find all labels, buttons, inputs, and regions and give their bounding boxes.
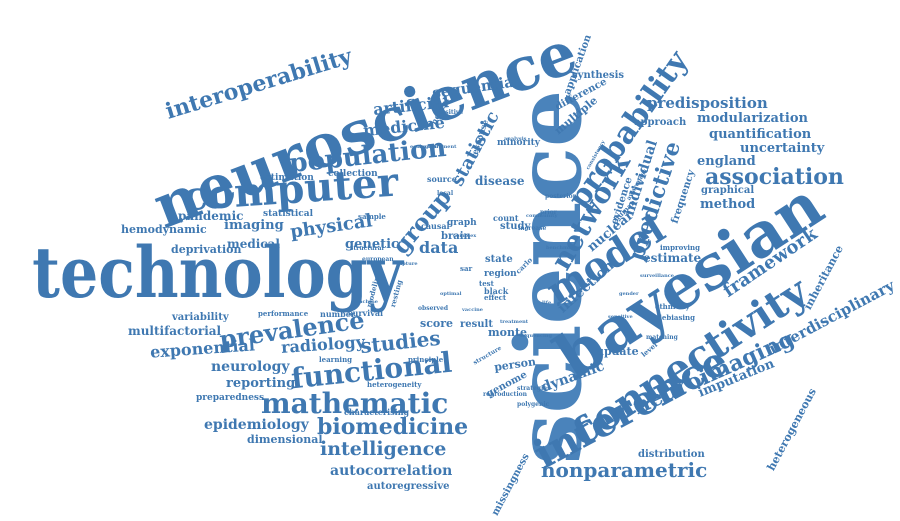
- word: benchmark: [546, 245, 578, 251]
- word: pandemic: [178, 209, 244, 223]
- word: epidemiology: [204, 417, 309, 433]
- word: sar: [460, 264, 473, 273]
- word: principle: [408, 355, 444, 364]
- word: matching: [646, 334, 678, 341]
- word: number: [320, 309, 355, 319]
- word: source: [427, 174, 457, 184]
- word: measurement: [418, 144, 457, 150]
- word: deprivation: [171, 243, 242, 256]
- word: synthesis: [572, 70, 625, 81]
- word: score: [420, 317, 454, 330]
- word: result: [460, 319, 493, 330]
- word: preparedness: [196, 393, 265, 403]
- word: local: [437, 190, 454, 197]
- word: autoregressive: [367, 481, 450, 492]
- word: reproduction: [483, 391, 527, 398]
- word: study: [500, 221, 531, 232]
- word: prior: [540, 209, 557, 216]
- word: surveillance: [640, 273, 674, 279]
- word: life: [542, 300, 552, 306]
- word: effect: [484, 293, 507, 302]
- word: sensitive: [608, 314, 633, 320]
- word: learning: [319, 355, 353, 364]
- word: data: [419, 238, 459, 257]
- word: imaging: [224, 218, 284, 233]
- word: performance: [258, 309, 309, 318]
- word: association: [705, 164, 844, 190]
- word: predisposition: [647, 94, 768, 112]
- word: modularization: [697, 111, 808, 126]
- word: uncertainty: [740, 141, 825, 156]
- word: machine: [354, 299, 378, 305]
- word: observed: [418, 305, 449, 312]
- word: treatment: [500, 319, 529, 325]
- word: ethnicity: [655, 302, 690, 311]
- word: brain: [441, 231, 471, 242]
- word: inheritance: [801, 243, 846, 312]
- word: quantification: [709, 127, 812, 142]
- word: test: [479, 279, 494, 288]
- word: mathematic: [261, 387, 449, 420]
- word: collection: [328, 169, 378, 179]
- word: strategies: [517, 385, 551, 392]
- word: increase: [518, 225, 547, 232]
- word: improving: [660, 243, 701, 252]
- word: black: [484, 286, 509, 296]
- word: survival: [348, 308, 384, 318]
- word: region: [484, 269, 517, 279]
- word: european: [362, 256, 394, 263]
- word: method: [700, 197, 756, 212]
- word: radiology: [280, 332, 366, 357]
- word: update: [596, 345, 639, 358]
- word: count: [493, 213, 519, 223]
- word: exponential: [149, 335, 256, 362]
- word: polygenic: [517, 401, 550, 408]
- word: state: [485, 254, 513, 265]
- word: distribution: [638, 449, 705, 460]
- word: nonparametric: [541, 458, 708, 482]
- word: graph: [447, 218, 477, 228]
- word: community: [526, 213, 558, 219]
- word: reporting: [226, 376, 296, 391]
- word: estimate: [643, 251, 702, 265]
- word: complex: [453, 233, 477, 239]
- word: england: [697, 154, 756, 169]
- word: optimal: [440, 291, 462, 297]
- word: genetic: [345, 237, 399, 252]
- word: autocorrelation: [330, 463, 453, 479]
- word: sequencing: [520, 333, 553, 339]
- word: ecological: [410, 144, 439, 150]
- word: neurology: [211, 359, 290, 375]
- word: heterogeneous: [764, 386, 819, 473]
- word: vaccine: [462, 307, 483, 313]
- word: analysis: [504, 136, 527, 142]
- word: multifactorial: [128, 324, 222, 338]
- word: positive: [437, 109, 464, 116]
- word: causal: [421, 221, 450, 231]
- word: intelligence: [320, 438, 447, 460]
- word: technology: [32, 231, 403, 314]
- word: statistical: [263, 209, 314, 219]
- word: variability: [172, 312, 229, 323]
- word: characterising: [344, 407, 410, 417]
- word: capture: [396, 261, 418, 267]
- word: medical: [227, 237, 280, 251]
- word: disease: [475, 174, 525, 188]
- word: structural: [350, 245, 384, 252]
- word: debiasing: [657, 313, 696, 322]
- word: biomedicine: [317, 414, 469, 440]
- word: hemodynamic: [121, 223, 207, 236]
- word: dimensional: [247, 433, 323, 446]
- word: heterogeneity: [367, 380, 422, 389]
- word: posterior: [545, 193, 576, 200]
- word: estimation: [260, 173, 314, 183]
- word: minority: [497, 138, 541, 148]
- word: monte: [488, 326, 528, 339]
- word: sample: [358, 212, 386, 221]
- word: gender: [619, 291, 639, 297]
- word: graphical: [701, 185, 755, 196]
- word: approach: [634, 117, 687, 128]
